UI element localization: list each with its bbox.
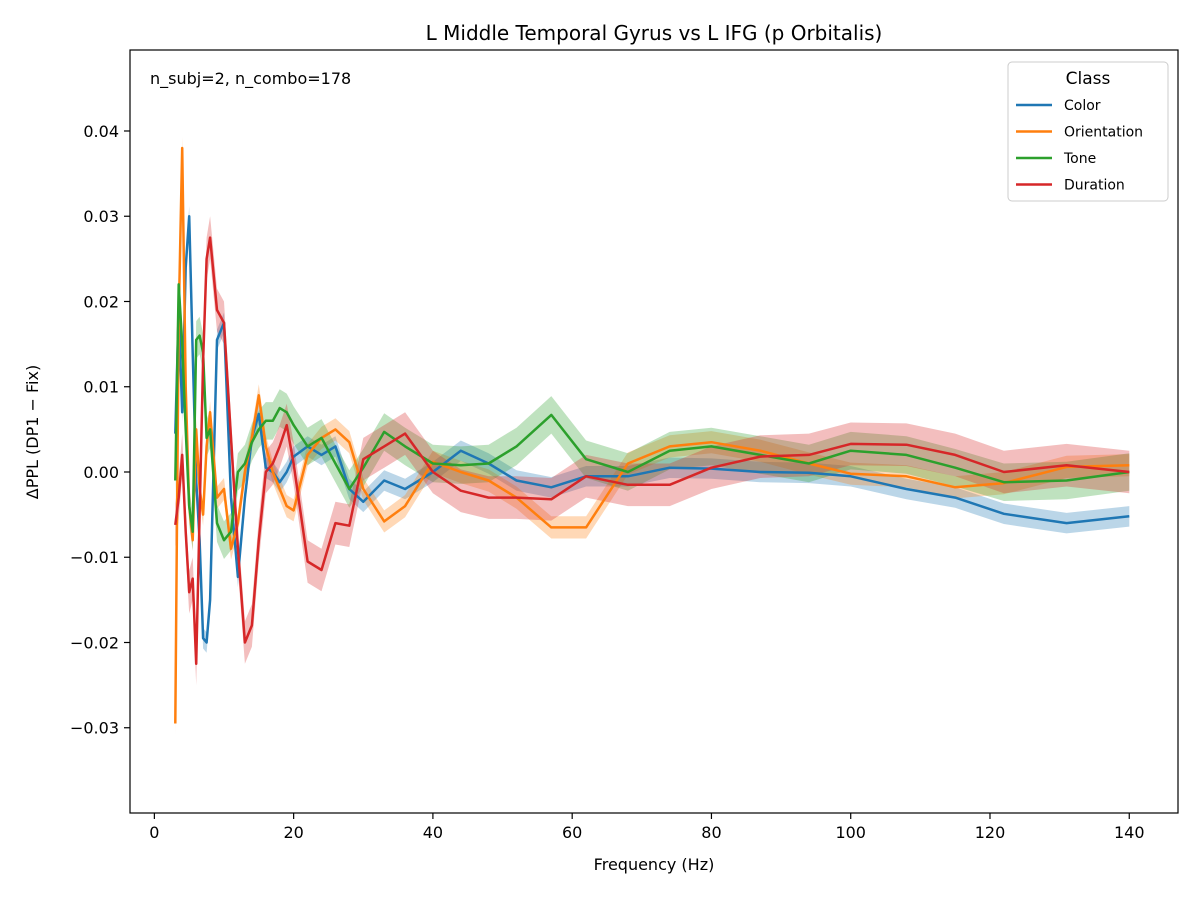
legend-label-duration: Duration: [1064, 178, 1125, 194]
chart-title: L Middle Temporal Gyrus vs L IFG (p Orbi…: [426, 21, 883, 45]
x-tick-label: 0: [149, 823, 159, 842]
sample-size-annotation: n_subj=2, n_combo=178: [150, 69, 351, 89]
y-tick-label: −0.01: [70, 548, 119, 567]
x-tick-label: 40: [423, 823, 443, 842]
y-axis: −0.03 −0.02 −0.01 0.00 0.01 0.02 0.03 0.04: [70, 122, 130, 738]
legend: Class Color Orientation Tone Duration: [1007, 61, 1169, 202]
x-tick-label: 60: [562, 823, 582, 842]
legend-label-orientation: Orientation: [1064, 125, 1143, 141]
series-line-tone: [174, 283, 1130, 542]
series-line-duration: [174, 236, 1130, 666]
y-axis-label: ΔPPL (DP1 − Fix): [23, 365, 42, 499]
x-tick-label: 80: [701, 823, 721, 842]
x-tick-label: 140: [1114, 823, 1145, 842]
x-tick-label: 20: [283, 823, 303, 842]
x-tick-label: 120: [975, 823, 1006, 842]
confidence-bands: [175, 137, 1130, 735]
x-axis: 0 20 40 60 80 100 120 140: [149, 813, 1145, 842]
y-tick-label: 0.03: [83, 207, 119, 226]
y-tick-label: 0.01: [83, 378, 119, 397]
y-tick-label: 0.00: [83, 463, 119, 482]
legend-box: [1007, 61, 1169, 202]
legend-title: Class: [1066, 69, 1111, 89]
legend-label-color: Color: [1064, 98, 1101, 114]
series-lines: [174, 146, 1130, 724]
y-tick-label: −0.03: [70, 719, 119, 738]
legend-label-tone: Tone: [1063, 151, 1096, 167]
plot-frame: [129, 49, 1179, 814]
x-tick-label: 100: [835, 823, 866, 842]
series-line-orientation: [174, 146, 1130, 724]
x-axis-label: Frequency (Hz): [594, 855, 715, 874]
y-tick-label: −0.02: [70, 633, 119, 652]
y-tick-label: 0.04: [83, 122, 119, 141]
y-tick-label: 0.02: [83, 292, 119, 311]
